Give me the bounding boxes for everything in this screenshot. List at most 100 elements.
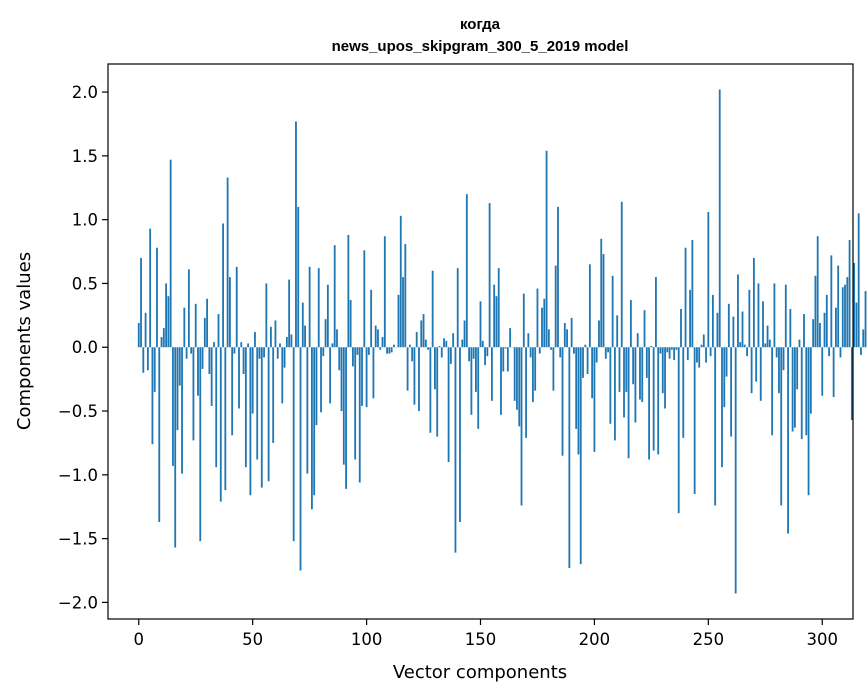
bar — [388, 347, 391, 354]
bar — [422, 314, 425, 348]
bar — [481, 340, 484, 348]
bar — [586, 347, 589, 375]
bar — [301, 302, 304, 348]
bar — [554, 265, 557, 348]
bar — [862, 329, 865, 348]
bar — [315, 347, 318, 426]
bar — [306, 347, 309, 474]
bar — [192, 347, 195, 441]
bar — [299, 347, 302, 571]
bar — [194, 303, 197, 348]
y-tick-label: 1.0 — [72, 211, 98, 230]
bar — [363, 250, 366, 348]
bar — [559, 347, 562, 358]
bar — [618, 347, 621, 392]
bar — [431, 270, 434, 348]
bar — [258, 347, 261, 359]
bar — [347, 234, 350, 348]
bar — [536, 288, 539, 348]
bar — [167, 296, 170, 348]
bar — [506, 347, 509, 372]
bar — [424, 339, 427, 348]
x-tick-label: 100 — [351, 630, 383, 649]
x-tick-label: 200 — [579, 630, 611, 649]
y-axis-label: Components values — [14, 252, 35, 430]
bar — [837, 265, 840, 348]
bar — [183, 307, 186, 348]
bar — [593, 347, 596, 452]
bar — [707, 212, 710, 348]
bar — [445, 340, 448, 348]
bar — [226, 177, 229, 348]
bar — [547, 329, 550, 348]
bar — [370, 289, 373, 348]
bar — [144, 312, 147, 348]
bar — [372, 347, 375, 399]
bar — [614, 347, 616, 441]
bar — [386, 347, 388, 354]
bar — [283, 347, 286, 368]
bar — [397, 294, 400, 348]
bar — [609, 347, 612, 424]
bar — [420, 320, 423, 348]
bar — [333, 245, 336, 348]
bar — [295, 121, 297, 348]
bar — [174, 347, 177, 548]
bar — [231, 347, 234, 436]
bar — [693, 347, 696, 494]
bar — [864, 291, 867, 348]
bar — [217, 314, 220, 348]
bar — [764, 343, 767, 348]
bar — [463, 320, 466, 348]
bar — [242, 347, 245, 375]
bar — [329, 347, 332, 404]
bar — [775, 347, 778, 358]
bar — [732, 316, 735, 348]
y-tick-label: −1.0 — [58, 466, 98, 485]
bar — [550, 347, 553, 350]
bar — [151, 347, 154, 445]
y-tick-label: 0.5 — [72, 274, 98, 293]
bar — [411, 347, 414, 362]
bar — [778, 347, 780, 394]
y-tick-label: 2.0 — [72, 83, 98, 102]
bar — [459, 347, 461, 523]
bar — [338, 347, 341, 371]
bar — [727, 303, 730, 348]
bar — [800, 347, 803, 440]
bar — [358, 347, 361, 483]
bar — [673, 347, 676, 360]
bar — [545, 150, 548, 348]
bar — [354, 347, 357, 460]
bar — [263, 347, 265, 358]
bar — [819, 323, 821, 348]
bar — [563, 323, 566, 348]
bar — [201, 347, 204, 369]
bar — [449, 347, 452, 364]
bar — [573, 347, 575, 354]
bar — [377, 329, 379, 348]
bar — [730, 347, 733, 437]
bar — [233, 347, 236, 354]
bar — [768, 339, 771, 348]
bar — [850, 347, 853, 420]
bar — [251, 347, 254, 414]
bar — [734, 347, 737, 594]
bar — [244, 347, 247, 468]
bar — [611, 275, 614, 348]
bar — [149, 228, 152, 348]
x-tick-label: 300 — [806, 630, 838, 649]
bar — [190, 347, 193, 354]
bar — [700, 344, 703, 348]
bar — [791, 347, 794, 432]
bar — [860, 347, 862, 355]
bar — [438, 345, 441, 348]
bar — [181, 347, 183, 474]
bar — [488, 203, 491, 348]
bar — [415, 331, 418, 348]
bar — [208, 347, 211, 375]
bar — [187, 269, 190, 348]
bar — [568, 347, 571, 568]
